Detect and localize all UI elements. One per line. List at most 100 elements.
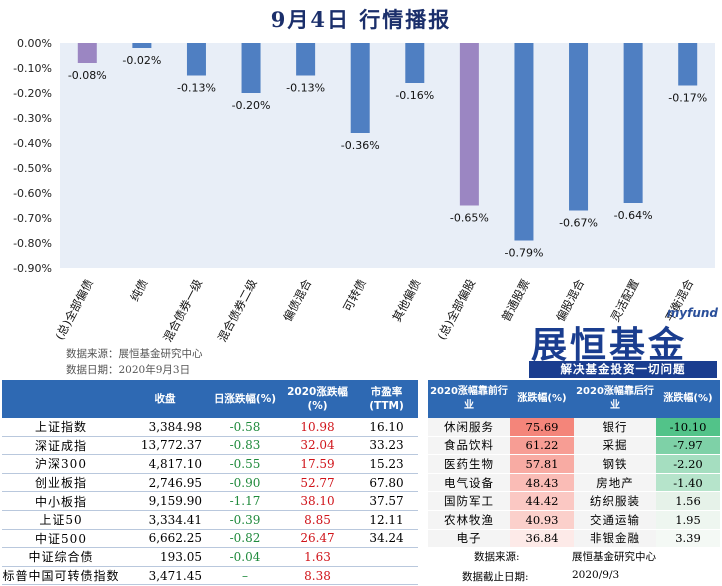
index-close: 2,746.95: [120, 473, 210, 493]
x-category-label: 混合债券二级: [215, 276, 260, 344]
index-close: 13,772.37: [120, 436, 210, 456]
index-ytd-change: 10.98: [280, 418, 355, 437]
index-ytd-change: 17.59: [280, 454, 355, 474]
bar-value-label: -0.08%: [68, 69, 107, 82]
index-close: 3,384.98: [120, 418, 210, 437]
top-industry-name: 医药生物: [428, 454, 510, 474]
bar-value-label: -0.79%: [504, 247, 543, 260]
y-tick-label: -0.70%: [13, 212, 52, 225]
y-tick-label: -0.80%: [13, 237, 52, 250]
industry-header-bottom: 2020涨幅靠后行业: [574, 380, 656, 418]
x-category-label: 偏债混合: [280, 276, 314, 324]
industry-header-top-change: 涨跌幅(%): [510, 380, 574, 418]
index-header-pe: 市盈率(TTM): [355, 380, 418, 418]
bar-7: [405, 43, 425, 83]
top-industry-change: 40.93: [510, 510, 574, 530]
table-date-label: 数据截止日期:: [462, 571, 529, 583]
index-ytd-change: 32.04: [280, 436, 355, 456]
top-industry-change: 57.81: [510, 454, 574, 474]
industry-row: 电气设备 48.43 房地产 -1.40: [428, 473, 720, 493]
y-tick-label: -0.10%: [13, 62, 52, 75]
index-pe: 15.23: [355, 454, 418, 474]
index-day-change: -0.55: [210, 454, 280, 474]
index-close: 3,334.41: [120, 510, 210, 530]
bar-9: [514, 43, 534, 241]
index-pe: 67.80: [355, 473, 418, 493]
top-industry-change: 75.69: [510, 418, 574, 437]
bottom-industry-name: 银行: [574, 418, 656, 437]
index-table: 收盘 日涨跌幅(%) 2020涨跌幅(%) 市盈率(TTM) 上证指数 3,384…: [2, 380, 418, 586]
bar-10: [569, 43, 589, 211]
bar-value-label: -0.20%: [232, 99, 271, 112]
bottom-industry-change: -7.97: [656, 436, 720, 456]
y-tick-label: -0.40%: [13, 137, 52, 150]
bottom-industry-name: 交通运输: [574, 510, 656, 530]
index-table-header: 收盘 日涨跌幅(%) 2020涨跌幅(%) 市盈率(TTM): [2, 380, 418, 418]
fund-return-bar-chart: 0.00% -0.10% -0.20% -0.30% -0.40% -0.50% -0.60…: [13, 37, 715, 344]
top-industry-name: 电子: [428, 529, 510, 549]
industry-row: 医药生物 57.81 钢铁 -2.20: [428, 454, 720, 474]
bar-value-label: -0.16%: [395, 89, 434, 102]
bar-value-label: -0.17%: [668, 92, 707, 105]
index-day-change: -0.58: [210, 418, 280, 437]
index-day-change: -0.90: [210, 473, 280, 493]
bottom-industry-name: 钢铁: [574, 454, 656, 474]
top-industry-name: 国防军工: [428, 491, 510, 511]
bar-6: [350, 43, 370, 133]
bottom-industry-name: 纺织服装: [574, 491, 656, 511]
page-title: 9月4日 行情播报: [270, 7, 452, 32]
index-row: 中证500 6,662.25 -0.82 26.47 34.24: [2, 529, 418, 549]
index-day-change: -0.04: [210, 547, 280, 567]
index-header-name: [2, 380, 120, 418]
x-category-label: (总)全部偏股: [434, 276, 478, 342]
chart-source-line: 数据来源：展恒基金研究中心: [66, 348, 203, 360]
index-header-day: 日涨跌幅(%): [210, 380, 280, 418]
index-pe: 33.23: [355, 436, 418, 456]
index-row: 创业板指 2,746.95 -0.90 52.77 67.80: [2, 473, 418, 493]
table-source-value: 展恒基金研究中心: [572, 551, 656, 563]
bar-2: [132, 43, 152, 48]
bar-value-label: -0.67%: [559, 217, 598, 230]
index-day-change: -0.83: [210, 436, 280, 456]
bottom-industry-name: 房地产: [574, 473, 656, 493]
x-category-label: (总)全部偏债: [52, 277, 96, 342]
y-tick-label: -0.90%: [13, 262, 52, 275]
top-industry-change: 36.84: [510, 529, 574, 549]
top-industry-change: 61.22: [510, 436, 574, 456]
index-ytd-change: 8.85: [280, 510, 355, 530]
y-tick-label: -0.20%: [13, 87, 52, 100]
bar-1: [77, 43, 97, 63]
index-row: 上证指数 3,384.98 -0.58 10.98 16.10: [2, 418, 418, 437]
top-industry-name: 电气设备: [428, 473, 510, 493]
industry-row: 农林牧渔 40.93 交通运输 1.95: [428, 510, 720, 530]
bottom-industry-change: 3.39: [656, 529, 720, 549]
bar-value-label: -0.13%: [286, 82, 325, 95]
top-industry-change: 48.43: [510, 473, 574, 493]
bar-3: [186, 43, 206, 76]
top-industry-name: 农林牧渔: [428, 510, 510, 530]
y-tick-label: 0.00%: [17, 37, 52, 50]
index-name: 沪深300: [2, 454, 120, 474]
index-day-change: -0.39: [210, 510, 280, 530]
brand-logo: myfund 展恒基金 解决基金投资一切问题: [527, 306, 722, 378]
bar-value-label: -0.65%: [450, 212, 489, 225]
bottom-industry-name: 非银金融: [574, 529, 656, 549]
industry-row: 国防军工 44.42 纺织服装 1.56: [428, 491, 720, 511]
index-row: 深证成指 13,772.37 -0.83 32.04 33.23: [2, 436, 418, 456]
index-ytd-change: 52.77: [280, 473, 355, 493]
index-pe: [355, 547, 418, 567]
bar-value-label: -0.64%: [614, 209, 653, 222]
index-pe: 34.24: [355, 529, 418, 549]
bottom-industry-change: 1.56: [656, 491, 720, 511]
bottom-industry-change: -2.20: [656, 454, 720, 474]
table-source-label: 数据来源:: [474, 551, 520, 563]
bottom-industry-change: -1.40: [656, 473, 720, 493]
bar-11: [623, 43, 643, 203]
industry-row: 电子 36.84 非银金融 3.39: [428, 529, 720, 549]
bottom-industry-name: 采掘: [574, 436, 656, 456]
index-ytd-change: 1.63: [280, 547, 355, 567]
bar-value-label: -0.13%: [177, 82, 216, 95]
index-row: 中证综合债 193.05 -0.04 1.63: [2, 547, 418, 567]
x-category-label: 其他偏债: [389, 277, 423, 324]
index-name: 中证综合债: [2, 547, 120, 567]
